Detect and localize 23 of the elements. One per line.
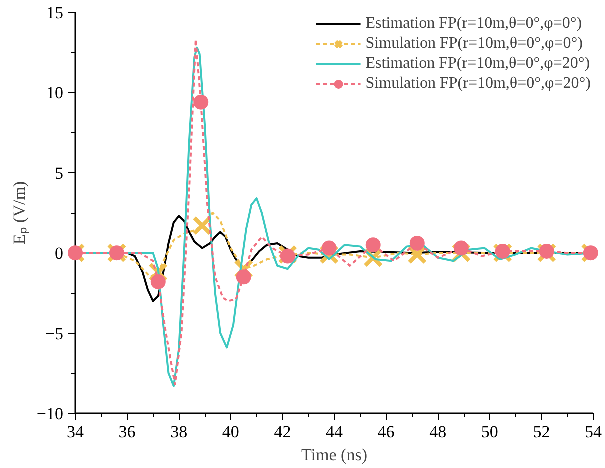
y-axis-title: Eₚ (V/m)	[10, 181, 30, 245]
x-tick-label: 54	[585, 422, 602, 442]
legend-label: Estimation FP(r=10m,θ=0°,φ=20°)	[366, 55, 590, 73]
y-tick-label: 0	[55, 244, 64, 264]
x-tick-label: 50	[481, 422, 498, 442]
y-tick-label: 10	[46, 84, 64, 103]
x-axis-title: Time (ns)	[302, 446, 368, 464]
y-tick-label: −10	[36, 404, 64, 424]
x-tick-label: 34	[67, 422, 84, 442]
x-tick-label: 38	[170, 422, 188, 442]
legend-label: Estimation FP(r=10m,θ=0°,φ=0°)	[366, 15, 582, 33]
x-tick-label: 52	[533, 422, 550, 442]
x-tick-label: 36	[118, 422, 136, 442]
y-tick-label: 5	[55, 164, 64, 183]
legend-label: Simulation FP(r=10m,θ=0°,φ=0°)	[366, 35, 583, 53]
x-tick-label: 40	[222, 422, 240, 442]
x-tick-label: 42	[274, 422, 292, 442]
y-tick-label: −5	[45, 324, 64, 344]
y-tick-label: 15	[46, 4, 64, 22]
x-tick-label: 48	[430, 422, 447, 442]
legend-label: Simulation FP(r=10m,θ=0°,φ=20°)	[366, 75, 591, 93]
x-tick-label: 44	[326, 422, 344, 442]
x-tick-label: 46	[378, 422, 395, 442]
